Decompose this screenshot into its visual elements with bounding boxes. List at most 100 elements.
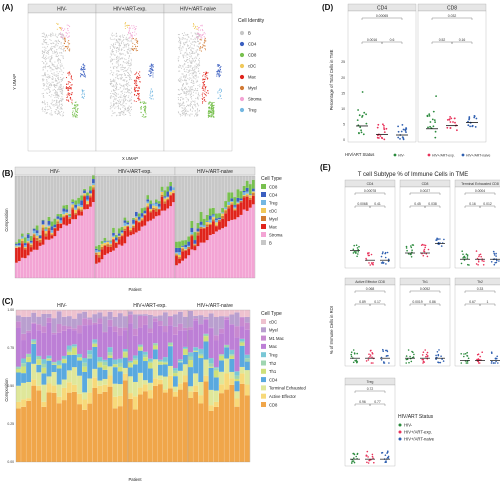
umap-point	[83, 66, 85, 68]
umap-point	[119, 111, 121, 114]
bar-c-segment	[66, 382, 72, 393]
umap-point	[115, 83, 117, 85]
umap-point	[60, 90, 62, 92]
umap-point	[177, 34, 179, 36]
bar-c-segment	[178, 383, 183, 390]
umap-point	[190, 102, 192, 105]
bar-c-segment	[97, 318, 103, 324]
umap-point	[183, 43, 185, 45]
bar-b-cd4	[135, 211, 138, 217]
umap-point	[81, 89, 84, 91]
point-d	[456, 129, 458, 132]
umap-point	[142, 102, 145, 105]
bar-c-segment	[128, 398, 133, 462]
umap-point	[41, 35, 43, 37]
bar-b-b	[20, 176, 24, 234]
point-e	[405, 245, 408, 248]
bar-b-mac	[20, 243, 24, 258]
panel-a: HIV- HIV+/ART-exp. HIV+/ART-naive X UMAP…	[12, 3, 265, 161]
umap-point	[54, 40, 56, 42]
umap-point	[48, 56, 50, 58]
umap-point	[46, 35, 48, 37]
bar-c-segment	[26, 330, 32, 333]
umap-point	[191, 86, 193, 88]
point-d	[385, 127, 388, 130]
bar-b-treg	[68, 216, 72, 218]
bar-b-myel	[166, 199, 170, 201]
umap-point	[120, 49, 122, 51]
umap-point	[137, 76, 139, 78]
umap-point	[61, 96, 63, 98]
umap-point	[135, 25, 137, 28]
umap-point	[132, 27, 134, 29]
bar-b-cdc	[56, 219, 60, 222]
bar-b-treg	[120, 232, 124, 234]
umap-point	[149, 94, 151, 96]
bar-b-cdc	[251, 191, 255, 194]
bar-c-segment	[16, 366, 21, 368]
umap-point	[46, 63, 48, 65]
umap-point	[57, 101, 59, 103]
umap-point	[50, 48, 52, 50]
umap-point	[202, 44, 204, 46]
umap-point	[187, 47, 190, 50]
bar-c-segment	[208, 410, 214, 462]
umap-point	[115, 106, 117, 108]
point-e	[355, 455, 358, 458]
umap-point	[54, 51, 56, 53]
umap-point	[83, 97, 85, 100]
umap-point	[135, 89, 137, 91]
bar-b-stroma	[236, 217, 240, 278]
umap-point	[191, 105, 193, 107]
bar-b-myel	[80, 209, 83, 212]
umap-point	[47, 50, 49, 53]
umap-point	[59, 60, 61, 62]
bar-b-treg	[239, 200, 243, 201]
umap-point	[114, 81, 116, 83]
umap-point	[67, 46, 69, 48]
bar-c-segment	[51, 392, 57, 462]
bar-c-segment	[56, 368, 62, 385]
bar-c-segment	[112, 316, 118, 327]
bar-c-segment	[234, 337, 240, 372]
bar-c-segment	[133, 355, 138, 359]
umap-point	[48, 94, 50, 97]
umap-point	[179, 99, 181, 102]
bar-c-segment	[198, 355, 204, 359]
bar-b-cd8	[202, 218, 206, 226]
umap-point	[134, 74, 136, 76]
umap-point	[123, 37, 125, 39]
bar-c-segment	[168, 388, 173, 462]
bar-c-segment	[56, 396, 62, 404]
bar-c-segment	[41, 401, 47, 407]
bar-b-stroma	[137, 230, 141, 278]
umap-point	[123, 42, 125, 44]
umap-point	[54, 89, 57, 92]
bar-c-segment	[92, 342, 98, 344]
umap-point	[110, 66, 112, 68]
bar-c-segment	[183, 348, 188, 355]
bar-c-segment	[213, 335, 219, 341]
bar-b-cdc	[175, 253, 178, 255]
umap-point	[66, 96, 68, 99]
umap-point	[190, 55, 192, 57]
bar-b-cdc	[143, 213, 147, 215]
point-e	[353, 244, 356, 247]
umap-point	[189, 114, 191, 116]
umap-point	[116, 40, 119, 42]
umap-point	[217, 91, 219, 93]
bar-b-stroma	[74, 219, 78, 278]
point-e	[384, 256, 387, 259]
umap-point	[49, 75, 51, 77]
bar-b-myel	[143, 214, 147, 216]
umap-point	[68, 36, 70, 38]
bar-c-segment	[46, 355, 52, 359]
point-e	[460, 362, 463, 364]
umap-point	[113, 104, 115, 106]
legend-swatch-e	[398, 437, 402, 441]
umap-point	[115, 102, 117, 104]
umap-point	[52, 64, 54, 66]
umap-point	[127, 62, 129, 64]
umap-point	[143, 110, 146, 112]
bar-c-segment	[97, 367, 103, 381]
